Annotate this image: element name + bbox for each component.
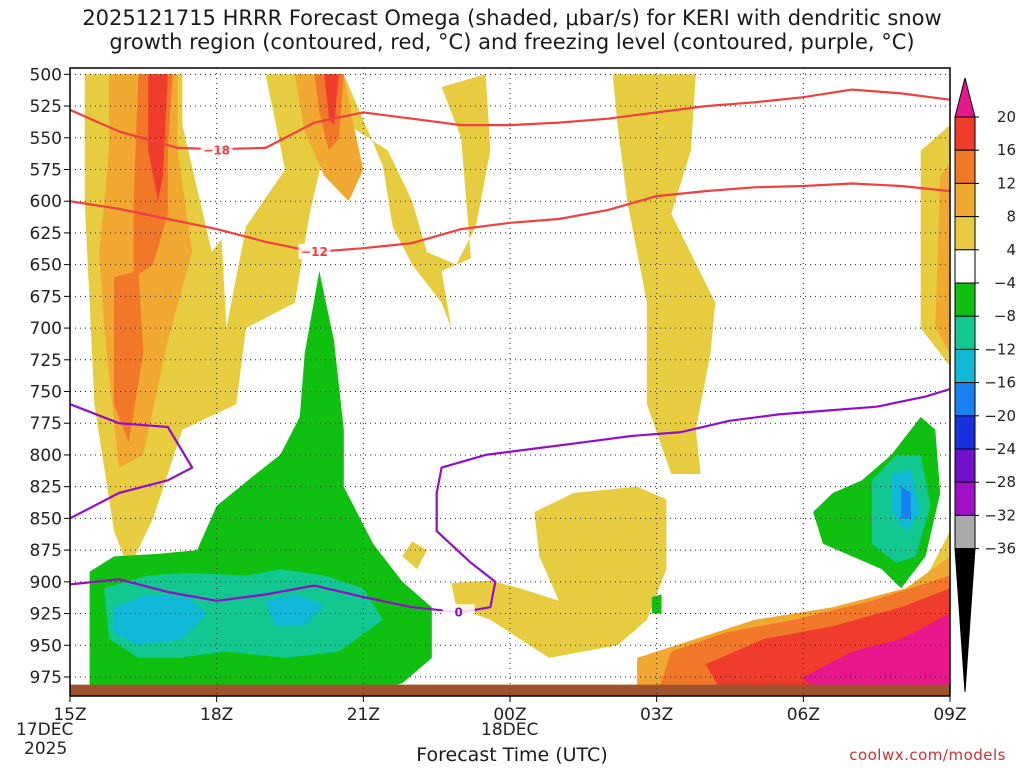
omega-region-0 [84,74,491,570]
contour-label-dgz_minus12: −12 [301,245,328,259]
colorbar-segment-4 [954,249,976,284]
y-tick-label-600: 600 [30,192,62,212]
colorbar-label-12: −32 [984,506,1016,524]
omega-region-25 [901,486,911,519]
y-tick-label-700: 700 [30,319,62,339]
colorbar-segment-3 [954,216,976,251]
omega-region-14 [324,74,339,126]
omega-region-10 [114,271,144,443]
y-axis: 500 525 550 575 600 625 650 675 700 725 750 775 800 8… [30,65,70,688]
contour-dgz_minus12 [70,182,950,254]
y-tick-label-925: 925 [30,605,62,625]
colorbar-segment-10 [954,448,976,483]
colorbar-top-triangle [954,77,976,118]
colorbar-label-2: 12 [997,174,1016,192]
colorbar-bottom-triangle [954,548,976,693]
colorbar-label-9: −20 [984,407,1016,425]
x-tick-label-06Z: 06Z [787,705,820,725]
y-tick-label-625: 625 [30,224,62,244]
colorbar-label-13: −36 [984,540,1016,558]
colorbar-label-4: 4 [1006,241,1016,259]
mid-date-label: 18DEC [481,720,539,740]
colorbar-segment-2 [954,182,976,218]
y-tick-label-775: 775 [30,414,62,434]
colorbar-label-10: −24 [984,440,1016,458]
colorbar-segment-1 [954,149,976,184]
plot-grid [70,68,950,696]
x-axis: 15Z 18Z 21Z 00Z 03Z 06Z 09Z [53,696,967,725]
contour-label-bg-freezing_main [442,604,475,620]
x-tick-label-09Z: 09Z [933,705,966,725]
y-tick-label-525: 525 [30,97,62,117]
colorbar: 20 16 12 8 4 −4 −8 −12 −16 −20 −24 −28 −32 −36 [954,77,1016,693]
contour-label-bg-dgz_minus18 [200,142,233,158]
colorbar-segment-8 [954,382,976,417]
colorbar-segment-5 [954,282,976,317]
contour-label-bg-dgz_minus12 [298,243,331,259]
colorbar-segment-11 [954,481,976,516]
x-tick-label-00Z: 00Z [493,705,526,725]
contour-freezing_upper [70,403,194,520]
x-tick-label-03Z: 03Z [640,705,673,725]
colorbar-segment-12 [954,514,976,550]
y-tick-label-675: 675 [30,287,62,307]
omega-region-16 [803,613,950,690]
y-tick-label-850: 850 [30,509,62,529]
colorbar-segment-7 [954,348,976,384]
omega-region-23 [265,594,325,627]
colorbar-segment-6 [954,315,976,350]
colorbar-label-5: −4 [994,274,1016,292]
title-line-1: 2025121715 HRRR Forecast Omega (shaded, … [82,6,942,30]
title-line-2: growth region (contoured, red, °C) and f… [109,30,915,54]
omega-region-1 [612,74,716,475]
x-tick-label-18Z: 18Z [200,705,233,725]
omega-region-26 [70,684,950,696]
y-tick-label-550: 550 [30,129,62,149]
y-tick-label-800: 800 [30,446,62,466]
colorbar-label-6: −8 [994,307,1016,325]
x-axis-label: Forecast Time (UTC) [416,744,608,766]
start-date-label: 17DEC [16,720,74,740]
chart-title: 2025121715 HRRR Forecast Omega (shaded, … [0,6,1024,54]
contour-label-dgz_minus18: −18 [203,143,230,157]
colorbar-label-0: 20 [997,108,1016,126]
colorbar-label-7: −12 [984,340,1016,358]
omega-region-2 [451,486,667,658]
y-tick-label-825: 825 [30,478,62,498]
y-tick-label-900: 900 [30,573,62,593]
omega-region-7 [935,163,950,354]
temperature-contours: −18 −12 0 [70,88,950,620]
contour-label-freezing_main: 0 [454,605,462,619]
x-tick-label-21Z: 21Z [347,705,380,725]
y-tick-label-975: 975 [30,668,62,688]
credit-text: coolwx.com/models [849,746,1006,764]
colorbar-label-8: −16 [984,374,1016,392]
x-tick-label-15Z: 15Z [53,705,86,725]
y-tick-label-725: 725 [30,351,62,371]
colorbar-label-1: 16 [997,141,1016,159]
colorbar-segment-0 [954,116,976,151]
colorbar-label-11: −28 [984,473,1016,491]
y-tick-label-500: 500 [30,65,62,85]
y-tick-label-875: 875 [30,541,62,561]
omega-region-22 [114,594,207,646]
y-tick-label-650: 650 [30,256,62,276]
omega-region-13 [148,74,168,202]
start-year-label: 2025 [24,739,68,759]
y-tick-label-575: 575 [30,160,62,180]
omega-shading [70,74,950,696]
y-tick-label-750: 750 [30,383,62,403]
omega-region-3 [402,541,427,570]
colorbar-label-3: 8 [1006,208,1016,226]
colorbar-segment-9 [954,415,976,450]
y-tick-label-950: 950 [30,636,62,656]
contour-freezing_main [70,387,950,614]
